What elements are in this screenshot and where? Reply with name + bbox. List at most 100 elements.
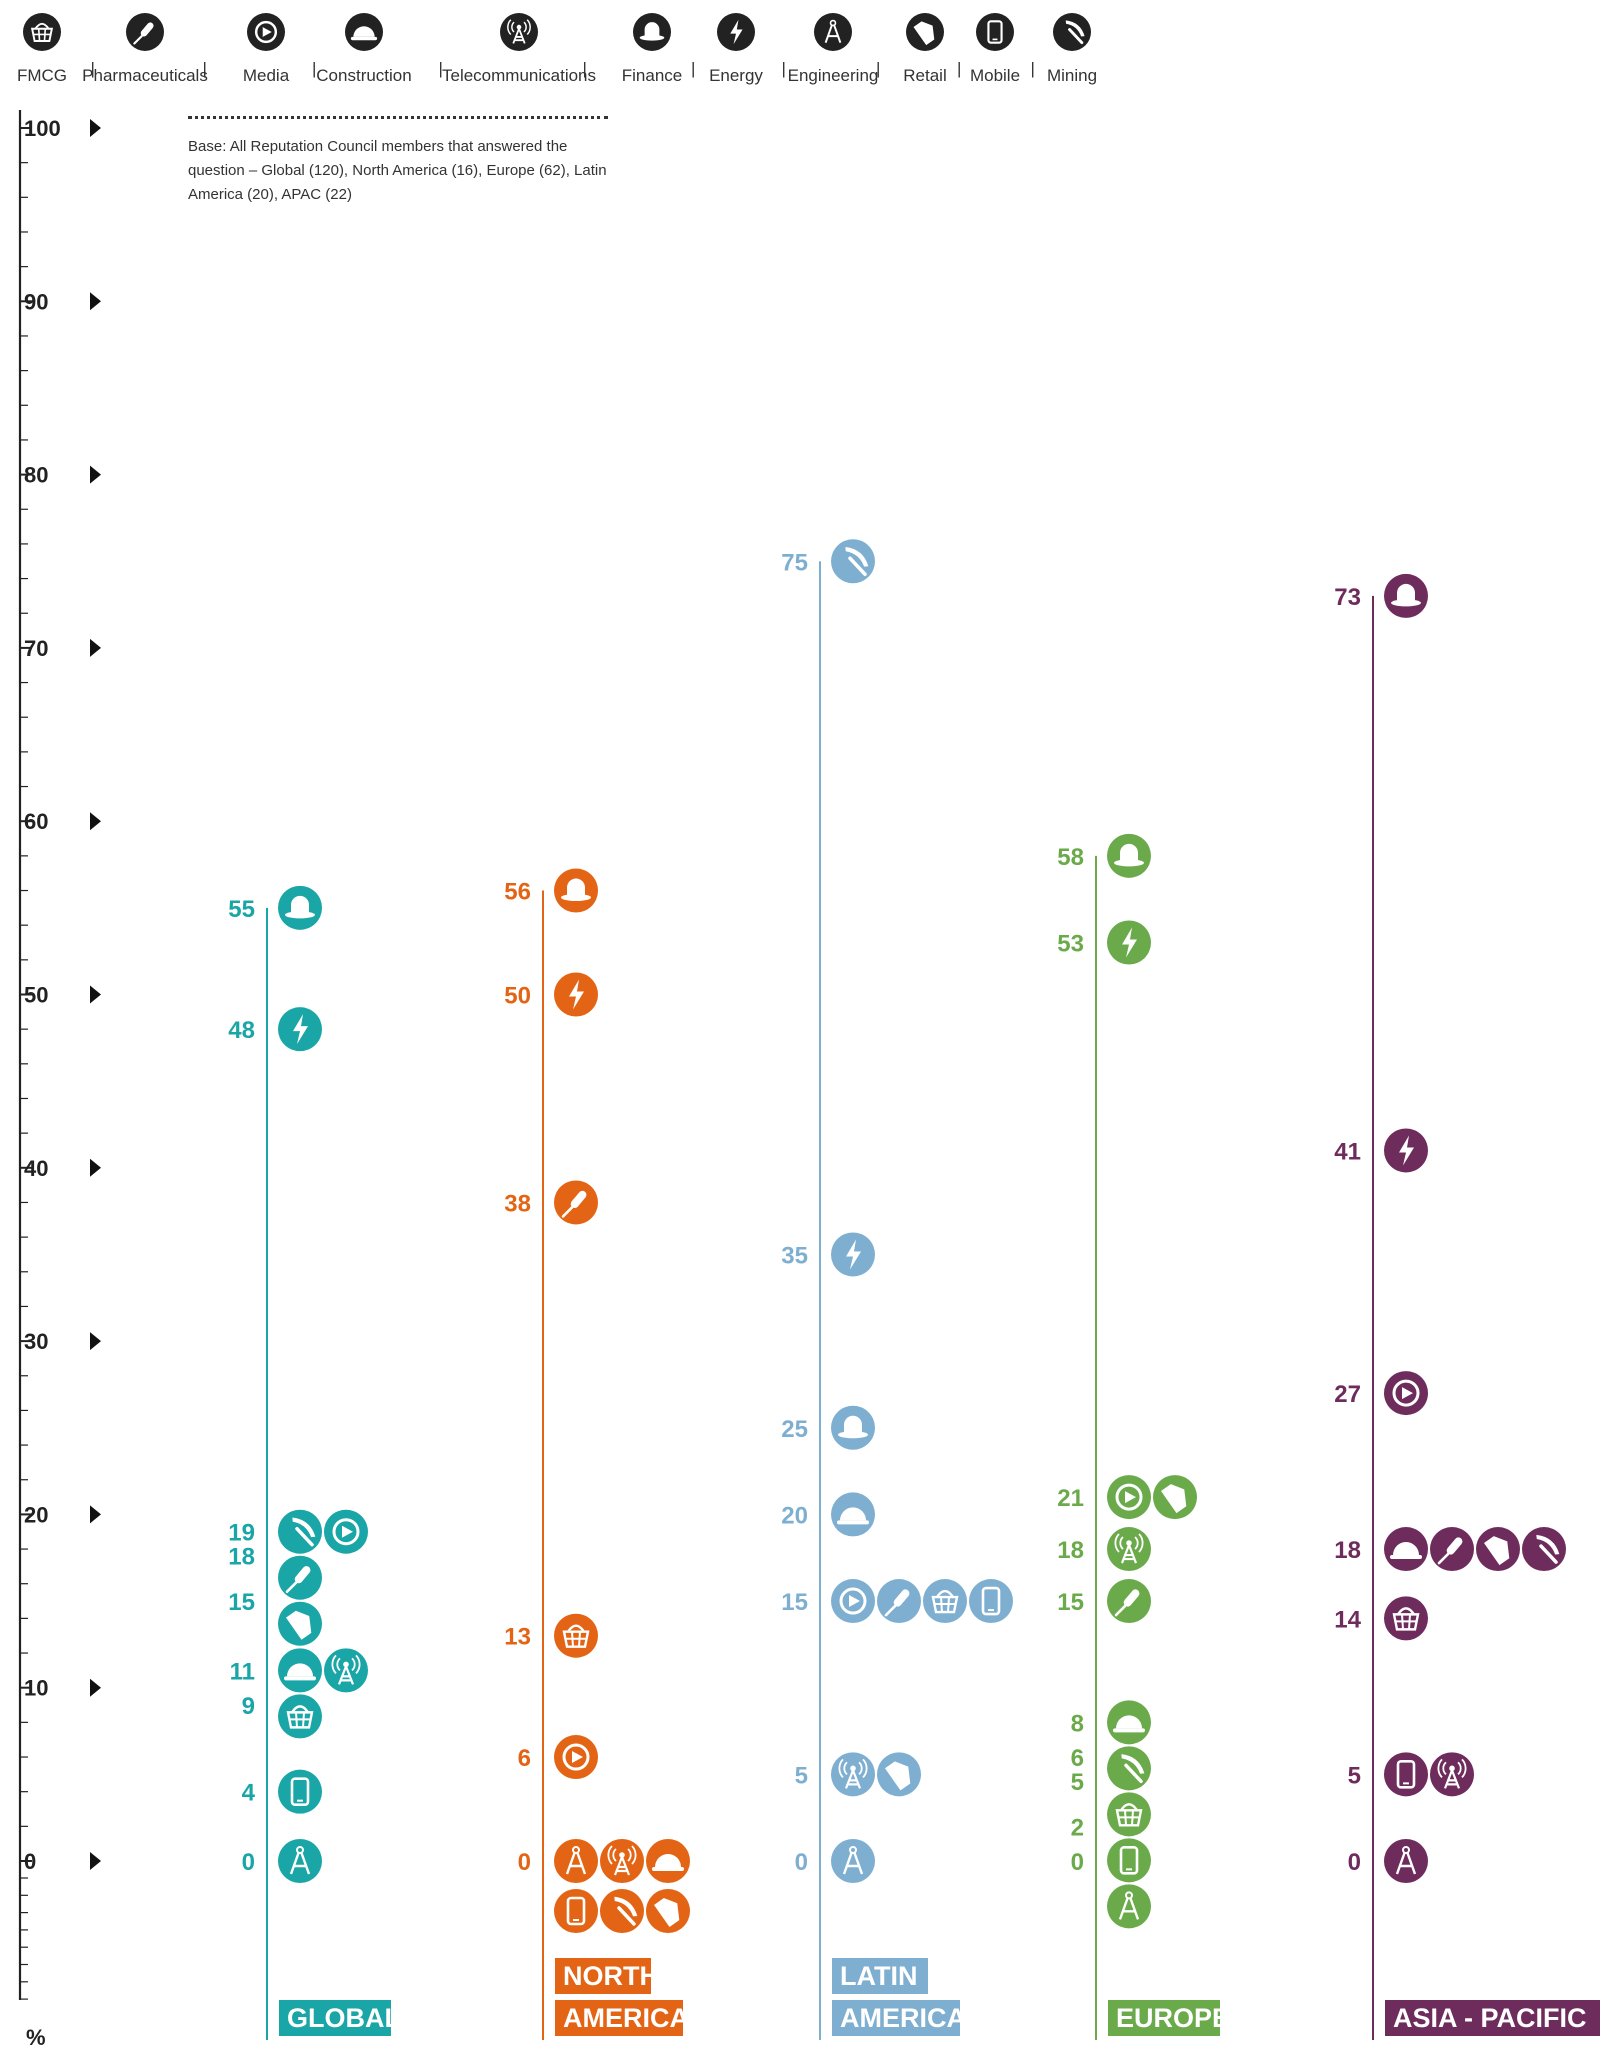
legend-separator: | bbox=[582, 59, 587, 78]
value-label: 56 bbox=[504, 879, 531, 906]
compass-icon bbox=[1384, 1839, 1428, 1883]
hard-hat-icon bbox=[831, 1492, 875, 1537]
value-label: 73 bbox=[1334, 584, 1361, 611]
legend-item-energy: Energy bbox=[676, 12, 796, 86]
compass-icon bbox=[1107, 1884, 1151, 1929]
pickaxe-icon bbox=[1053, 13, 1091, 51]
value-label: 0 bbox=[795, 1849, 808, 1876]
region-label-text: GLOBAL bbox=[287, 2003, 401, 2033]
price-tag-icon bbox=[1476, 1527, 1520, 1572]
value-label: 18 bbox=[228, 1544, 255, 1571]
value-group: 25 bbox=[781, 1405, 875, 1450]
lightning-icon bbox=[717, 13, 755, 51]
legend-label: Telecommunications bbox=[442, 66, 597, 85]
tick-arrow-icon bbox=[90, 985, 101, 1004]
value-label: 18 bbox=[1334, 1537, 1361, 1564]
legend-separator: | bbox=[438, 59, 443, 78]
value-label: 18 bbox=[1057, 1537, 1084, 1564]
region-label-text: LATIN bbox=[840, 1961, 917, 1991]
lightning-icon bbox=[1384, 1128, 1428, 1173]
value-group: 50 bbox=[504, 972, 598, 1017]
legend-label: Engineering bbox=[787, 66, 879, 85]
region-label-box bbox=[555, 2000, 683, 2036]
play-icon bbox=[1384, 1371, 1428, 1416]
value-group: 15 bbox=[228, 1589, 322, 1646]
value-group: 14 bbox=[1334, 1596, 1428, 1641]
antenna-icon bbox=[831, 1752, 875, 1797]
value-group: 19 bbox=[228, 1509, 368, 1554]
antenna-icon bbox=[1107, 1527, 1151, 1572]
value-label: 25 bbox=[781, 1416, 808, 1443]
legend-item-fmcg: FMCG bbox=[0, 12, 102, 86]
phone-icon bbox=[278, 1769, 322, 1814]
lightning-icon bbox=[278, 1007, 322, 1052]
price-tag-icon bbox=[646, 1889, 690, 1933]
play-icon bbox=[831, 1579, 875, 1624]
value-label: 2 bbox=[1071, 1814, 1084, 1841]
bowler-hat-icon bbox=[554, 868, 598, 913]
legend-label: Construction bbox=[316, 66, 412, 85]
value-label: 48 bbox=[228, 1017, 255, 1044]
play-icon bbox=[554, 1735, 598, 1780]
value-group: 0 bbox=[518, 1839, 690, 1933]
tick-arrow-icon bbox=[90, 1678, 101, 1697]
value-label: 14 bbox=[1334, 1606, 1361, 1633]
legend-item-media: Media bbox=[206, 12, 326, 86]
lightning-icon bbox=[1107, 920, 1151, 965]
value-group: 5 bbox=[1348, 1752, 1474, 1797]
pickaxe-icon bbox=[1522, 1527, 1566, 1572]
pickaxe-icon bbox=[1107, 1746, 1151, 1791]
region-label-text: EUROPE bbox=[1116, 2003, 1230, 2033]
play-icon bbox=[324, 1509, 368, 1554]
value-label: 0 bbox=[1071, 1849, 1084, 1876]
legend-label: Pharmaceuticals bbox=[82, 66, 208, 85]
y-tick-label: 30 bbox=[24, 1329, 48, 1354]
antenna-icon bbox=[500, 13, 538, 51]
value-label: 5 bbox=[795, 1762, 808, 1789]
tick-arrow-icon bbox=[90, 1852, 101, 1870]
legend-separator: | bbox=[957, 59, 962, 78]
dropper-icon bbox=[126, 13, 164, 51]
legend-item-mobile: Mobile bbox=[935, 12, 1055, 86]
legend-label: Mobile bbox=[969, 66, 1021, 85]
value-group: 13 bbox=[504, 1613, 598, 1658]
value-label: 20 bbox=[781, 1502, 808, 1529]
legend-label: Energy bbox=[709, 66, 763, 85]
industry-legend: FMCG | Pharmaceuticals | Media | Construction |… bbox=[0, 0, 1600, 100]
y-tick-label: 70 bbox=[24, 636, 48, 661]
value-group: 21 bbox=[1057, 1475, 1197, 1520]
value-label: 6 bbox=[518, 1745, 531, 1772]
play-icon bbox=[247, 13, 285, 51]
value-group: 35 bbox=[781, 1232, 875, 1277]
value-group: 6 bbox=[1071, 1745, 1151, 1791]
value-label: 15 bbox=[781, 1589, 808, 1616]
price-tag-icon bbox=[906, 13, 944, 51]
dropper-icon bbox=[278, 1555, 322, 1600]
basket-icon bbox=[554, 1613, 598, 1658]
tick-arrow-icon bbox=[90, 465, 101, 484]
value-label: 53 bbox=[1057, 931, 1084, 958]
legend-separator: | bbox=[312, 59, 317, 78]
tick-arrow-icon bbox=[90, 292, 101, 311]
bowler-hat-icon bbox=[1107, 833, 1151, 878]
basket-icon bbox=[923, 1579, 967, 1624]
value-label: 58 bbox=[1057, 844, 1084, 871]
y-tick-label: 40 bbox=[24, 1156, 48, 1181]
tick-arrow-icon bbox=[90, 1505, 101, 1524]
legend-label: Media bbox=[242, 66, 290, 85]
value-label: 0 bbox=[1348, 1849, 1361, 1876]
value-group: 18 bbox=[1057, 1527, 1151, 1572]
price-tag-icon bbox=[278, 1601, 322, 1646]
value-label: 27 bbox=[1334, 1381, 1361, 1408]
lightning-icon bbox=[554, 972, 598, 1017]
value-group: 15 bbox=[781, 1579, 1013, 1624]
value-group: 75 bbox=[781, 539, 875, 584]
y-tick-label: 90 bbox=[24, 289, 48, 314]
legend-separator: | bbox=[781, 59, 786, 78]
value-group: 2 bbox=[1071, 1814, 1151, 1883]
value-label: 21 bbox=[1057, 1485, 1084, 1512]
y-tick-label: 20 bbox=[24, 1502, 48, 1527]
value-label: 19 bbox=[228, 1520, 255, 1547]
legend-separator: | bbox=[876, 59, 881, 78]
